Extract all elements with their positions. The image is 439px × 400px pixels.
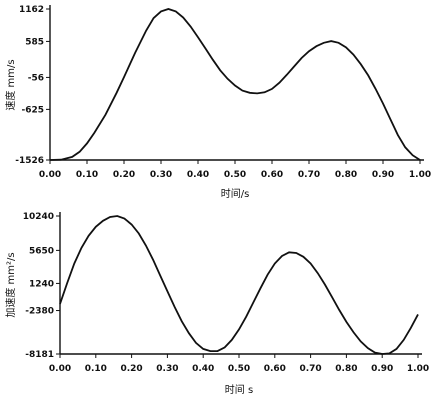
velocity-xtick-label: 0.40 <box>187 170 209 180</box>
velocity-ytick-label: 585 <box>25 37 44 47</box>
acceleration-ytick-label: -8181 <box>25 350 54 360</box>
velocity-xtick-label: 0.10 <box>76 170 98 180</box>
acceleration-ytick-label: 10240 <box>23 212 54 222</box>
acceleration-ytick-label: 1240 <box>29 279 54 289</box>
acceleration-xtick-label: 1.00 <box>407 364 429 374</box>
velocity-xtick-label: 0.60 <box>261 170 283 180</box>
acceleration-xtick-label: 0.00 <box>49 364 71 374</box>
acceleration-yticks: 10240 5650 1240 -2380 -8181 <box>23 212 60 360</box>
acceleration-chart: 10240 5650 1240 -2380 -8181 0.00 0.10 0.20 0.30… <box>4 212 429 396</box>
acceleration-curve <box>59 215 419 355</box>
acceleration-xtick-label: 0.70 <box>299 364 321 374</box>
acceleration-xlabel: 时间 s <box>225 383 253 396</box>
velocity-xlabel: 时间/s <box>221 187 250 200</box>
acceleration-xtick-label: 0.10 <box>85 364 107 374</box>
acceleration-ytick-label: -2380 <box>25 307 54 317</box>
velocity-xtick-label: 0.00 <box>39 170 61 180</box>
acceleration-xtick-label: 0.50 <box>228 364 250 374</box>
velocity-axes <box>49 5 424 161</box>
velocity-xtick-label: 0.50 <box>224 170 246 180</box>
velocity-xtick-label: 0.70 <box>298 170 320 180</box>
acceleration-axes <box>59 212 422 355</box>
velocity-chart: 1162 585 -56 -625 -1526 0.00 0.10 0.20 0.30 0.40… <box>4 5 431 200</box>
velocity-ytick-label: -1526 <box>15 156 44 166</box>
velocity-curve <box>49 8 421 161</box>
acceleration-xtick-label: 0.90 <box>371 364 393 374</box>
velocity-xtick-label: 0.90 <box>372 170 394 180</box>
velocity-ytick-label: 1162 <box>19 5 44 15</box>
velocity-xtick-label: 0.20 <box>113 170 135 180</box>
velocity-ytick-label: -625 <box>21 105 44 115</box>
acceleration-xtick-label: 0.80 <box>335 364 357 374</box>
acceleration-xtick-label: 0.40 <box>192 364 214 374</box>
velocity-yticks: 1162 585 -56 -625 -1526 <box>15 5 50 166</box>
acceleration-xtick-label: 0.60 <box>264 364 286 374</box>
acceleration-xticks: 0.00 0.10 0.20 0.30 0.40 0.50 0.60 0.70 0.80 0.90… <box>49 354 429 374</box>
velocity-xtick-label: 0.80 <box>335 170 357 180</box>
acceleration-xtick-label: 0.30 <box>156 364 178 374</box>
acceleration-ylabel: 加速度 mm²/s <box>4 252 17 317</box>
velocity-xticks: 0.00 0.10 0.20 0.30 0.40 0.50 0.60 0.70 0.80 0.90… <box>39 160 431 180</box>
acceleration-ytick-label: 5650 <box>29 246 54 256</box>
velocity-xtick-label: 1.00 <box>409 170 431 180</box>
acceleration-xtick-label: 0.20 <box>120 364 142 374</box>
velocity-ytick-label: -56 <box>28 73 44 83</box>
velocity-xtick-label: 0.30 <box>150 170 172 180</box>
velocity-ylabel: 速度 mm/s <box>4 59 17 110</box>
